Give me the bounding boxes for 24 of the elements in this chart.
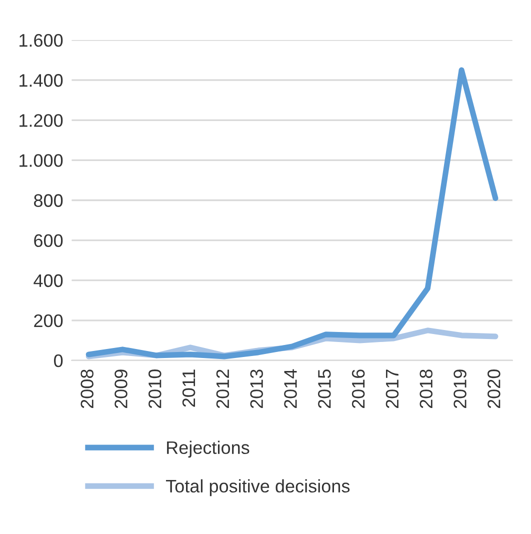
x-tick-label: 2017 — [386, 370, 399, 408]
x-tick-label: 2018 — [420, 370, 433, 408]
x-tick-label: 2020 — [488, 369, 500, 408]
x-tick-label: 2011 — [182, 370, 196, 407]
y-tick-label: 600 — [34, 234, 63, 248]
x-tick-label: 2013 — [250, 370, 263, 408]
y-tick-label: 1.000 — [20, 154, 63, 167]
y-tick-label: 400 — [34, 274, 63, 288]
y-tick-label: 0 — [54, 354, 63, 368]
y-tick-label: 800 — [34, 194, 63, 207]
x-tick-label: 2010 — [148, 369, 162, 408]
y-tick-label: 1.400 — [20, 74, 63, 87]
y-tick-label: 200 — [34, 314, 63, 328]
x-tick-label: 2009 — [114, 370, 128, 408]
legend-label: Rejections — [167, 440, 250, 458]
legend-label: Total positive decisions — [166, 479, 350, 496]
y-tick-label: 1.200 — [20, 114, 63, 127]
y-tick-label: 1.600 — [20, 34, 63, 47]
x-tick-label: 2019 — [454, 370, 466, 408]
x-tick-label: 2014 — [284, 369, 297, 408]
x-tick-label: 2008 — [80, 370, 94, 408]
x-tick-label: 2015 — [318, 370, 331, 408]
x-tick-label: 2012 — [216, 370, 230, 408]
x-tick-label: 2016 — [352, 370, 365, 408]
